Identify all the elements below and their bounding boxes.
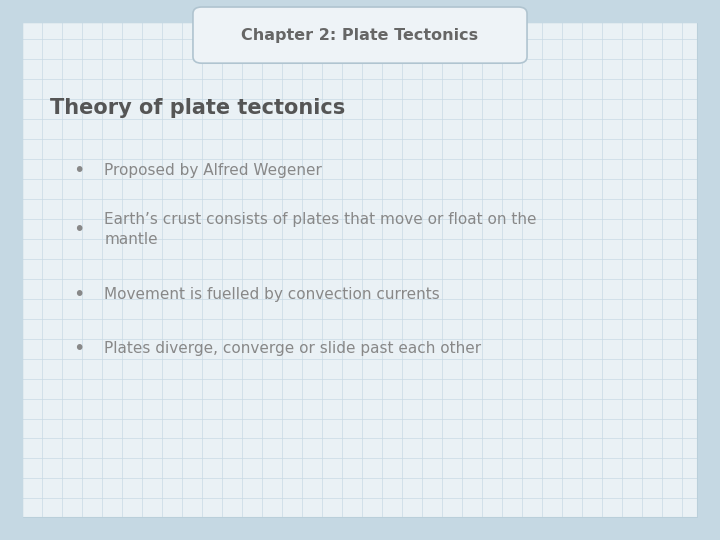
Text: Movement is fuelled by convection currents: Movement is fuelled by convection curren…	[104, 287, 440, 302]
Text: Chapter 2: Plate Tectonics: Chapter 2: Plate Tectonics	[241, 28, 479, 43]
Text: Earth’s crust consists of plates that move or float on the
mantle: Earth’s crust consists of plates that mo…	[104, 212, 537, 247]
Text: Theory of plate tectonics: Theory of plate tectonics	[50, 98, 346, 118]
Text: Plates diverge, converge or slide past each other: Plates diverge, converge or slide past e…	[104, 341, 482, 356]
Text: •: •	[73, 339, 85, 358]
Text: Proposed by Alfred Wegener: Proposed by Alfred Wegener	[104, 163, 323, 178]
Text: •: •	[73, 220, 85, 239]
Text: •: •	[73, 160, 85, 180]
FancyBboxPatch shape	[22, 22, 698, 518]
FancyBboxPatch shape	[193, 7, 527, 63]
Text: •: •	[73, 285, 85, 304]
